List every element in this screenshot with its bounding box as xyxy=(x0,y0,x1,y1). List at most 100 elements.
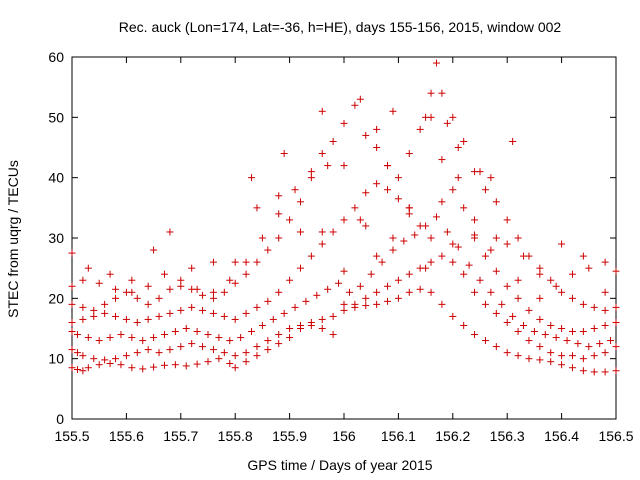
data-point xyxy=(378,258,386,266)
data-point xyxy=(68,300,76,308)
data-point xyxy=(579,355,587,363)
data-point xyxy=(487,174,495,182)
data-point xyxy=(514,328,522,336)
data-point xyxy=(329,312,337,320)
data-point xyxy=(318,107,326,115)
data-point xyxy=(601,288,609,296)
data-point xyxy=(68,346,76,354)
data-point xyxy=(253,343,261,351)
data-point xyxy=(481,300,489,308)
data-point xyxy=(226,359,234,367)
data-point xyxy=(351,204,359,212)
data-point xyxy=(552,334,560,342)
data-point xyxy=(422,113,430,121)
data-point xyxy=(237,334,245,342)
data-point xyxy=(188,340,196,348)
data-point xyxy=(128,288,136,296)
data-point xyxy=(133,349,141,357)
data-point xyxy=(177,306,185,314)
data-point xyxy=(307,174,315,182)
data-point xyxy=(481,252,489,260)
data-point xyxy=(166,309,174,317)
data-point xyxy=(612,318,620,326)
data-point xyxy=(95,337,103,345)
data-point xyxy=(340,306,348,314)
data-point xyxy=(394,195,402,203)
data-point xyxy=(68,249,76,257)
data-point xyxy=(416,125,424,133)
data-point xyxy=(558,240,566,248)
data-point xyxy=(204,331,212,339)
data-point xyxy=(231,279,239,287)
data-point xyxy=(579,328,587,336)
data-point xyxy=(112,294,120,302)
data-point xyxy=(117,361,125,369)
data-point xyxy=(514,234,522,242)
data-point xyxy=(356,216,364,224)
data-point xyxy=(384,186,392,194)
data-point xyxy=(520,252,528,260)
data-point xyxy=(139,337,147,345)
data-point xyxy=(536,264,544,272)
x-tick-label: 156.4 xyxy=(544,428,579,444)
data-point xyxy=(356,282,364,290)
data-point xyxy=(449,186,457,194)
data-point xyxy=(438,198,446,206)
data-point xyxy=(449,240,457,248)
data-point xyxy=(242,358,250,366)
data-point xyxy=(536,343,544,351)
data-point xyxy=(536,356,544,364)
data-point xyxy=(460,137,468,145)
data-point xyxy=(568,364,576,372)
data-point xyxy=(133,318,141,326)
data-point xyxy=(242,258,250,266)
data-point xyxy=(536,315,544,323)
data-point xyxy=(275,288,283,296)
data-point xyxy=(133,294,141,302)
data-point xyxy=(362,294,370,302)
data-point xyxy=(607,337,615,345)
data-point xyxy=(117,331,125,339)
data-point xyxy=(384,297,392,305)
data-point xyxy=(427,234,435,242)
data-point xyxy=(405,210,413,218)
data-point xyxy=(568,294,576,302)
data-point xyxy=(438,252,446,260)
data-point xyxy=(144,300,152,308)
data-point xyxy=(144,282,152,290)
data-point xyxy=(596,340,604,348)
data-point xyxy=(525,337,533,345)
data-point xyxy=(166,285,174,293)
data-point xyxy=(340,267,348,275)
data-point xyxy=(253,204,261,212)
data-point xyxy=(601,349,609,357)
data-point xyxy=(209,309,217,317)
data-point xyxy=(389,246,397,254)
data-point xyxy=(487,288,495,296)
data-point xyxy=(394,294,402,302)
data-point xyxy=(209,294,217,302)
data-point xyxy=(471,216,479,224)
data-point xyxy=(209,288,217,296)
data-point xyxy=(318,228,326,236)
data-point xyxy=(503,282,511,290)
data-point xyxy=(585,343,593,351)
data-point xyxy=(601,321,609,329)
data-point xyxy=(248,328,256,336)
data-point xyxy=(128,276,136,284)
data-point xyxy=(335,279,343,287)
x-axis-ticks: 155.5 155.6 155.7 155.8 155.9 156 156.1 156.2 15… xyxy=(54,57,634,444)
y-axis-ticks: 0 10 20 30 40 50 60 xyxy=(48,49,616,427)
data-point xyxy=(547,321,555,329)
data-point xyxy=(264,297,272,305)
x-tick-label: 155.8 xyxy=(218,428,253,444)
data-point xyxy=(405,204,413,212)
x-axis-label: GPS time / Days of year 2015 xyxy=(247,457,432,473)
data-point xyxy=(286,334,294,342)
data-point xyxy=(199,291,207,299)
data-point xyxy=(612,267,620,275)
data-point xyxy=(579,367,587,375)
data-point xyxy=(242,270,250,278)
y-axis-label: STEC from uqrg / TECUs xyxy=(5,160,21,318)
data-point xyxy=(275,340,283,348)
